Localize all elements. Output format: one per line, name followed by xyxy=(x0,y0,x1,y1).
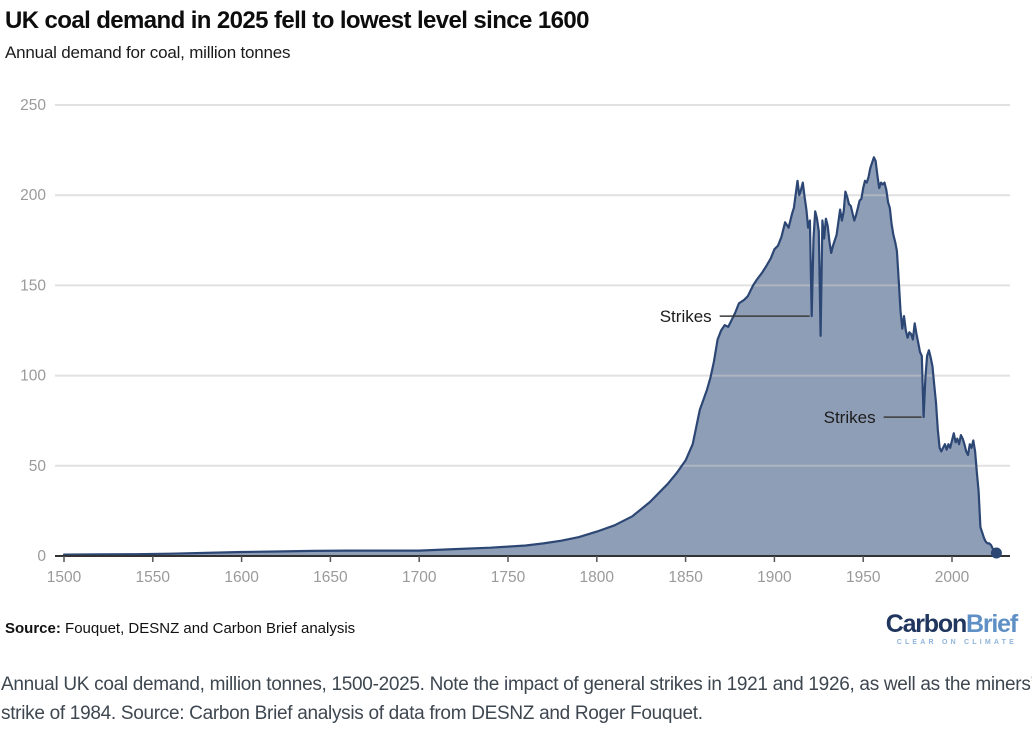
chart-title: UK coal demand in 2025 fell to lowest le… xyxy=(5,7,589,34)
annotation-label: Strikes xyxy=(660,307,712,326)
x-tick-label: 1700 xyxy=(402,569,437,586)
y-tick-label: 50 xyxy=(29,458,47,475)
caption-line-1: Annual UK coal demand, million tonnes, 1… xyxy=(1,674,1032,695)
x-tick-label: 1950 xyxy=(846,569,881,586)
x-tick-label: 1850 xyxy=(668,569,703,586)
y-tick-label: 0 xyxy=(37,548,46,565)
x-tick-label: 1600 xyxy=(224,569,259,586)
logo-tagline: CLEAR ON CLIMATE xyxy=(896,638,1017,646)
caption-line-2: strike of 1984. Source: Carbon Brief ana… xyxy=(1,703,703,724)
y-tick-label: 150 xyxy=(20,277,46,294)
logo-word-brief: Brief xyxy=(966,609,1018,638)
chart-footer: Source: Fouquet, DESNZ and Carbon Brief … xyxy=(0,605,1032,657)
logo-word-carbon: Carbon xyxy=(885,609,968,638)
source-text: Fouquet, DESNZ and Carbon Brief analysis xyxy=(65,619,356,637)
x-tick-label: 1650 xyxy=(313,569,348,586)
x-tick-label: 1750 xyxy=(491,569,526,586)
annotation-label: Strikes xyxy=(824,408,876,427)
x-tick-label: 2000 xyxy=(935,569,970,586)
carbonbrief-wordmark: CarbonBrief xyxy=(885,609,1018,638)
x-tick-label: 1900 xyxy=(757,569,792,586)
y-tick-label: 250 xyxy=(20,97,46,114)
y-tick-label: 100 xyxy=(20,368,46,385)
figure-caption: Annual UK coal demand, million tonnes, 1… xyxy=(0,657,1032,728)
series-line xyxy=(62,156,998,556)
source-line: Source: Fouquet, DESNZ and Carbon Brief … xyxy=(5,620,355,637)
chart-header: UK coal demand in 2025 fell to lowest le… xyxy=(0,0,1032,85)
area-fill xyxy=(64,157,997,557)
source-label: Source: xyxy=(5,619,61,637)
y-tick-label: 200 xyxy=(20,187,46,204)
coal-demand-area-chart: 1500 1550 1600 1650 1700 1750 1800 1850 1900 1950… xyxy=(20,97,1010,586)
x-tick-label: 1550 xyxy=(136,569,171,586)
end-point-marker xyxy=(990,547,1002,559)
x-tick-label: 1500 xyxy=(47,569,82,586)
carbonbrief-logo[interactable]: CarbonBrief CLEAR ON CLIMATE xyxy=(885,609,1018,646)
chart-subtitle: Annual demand for coal, million tonnes xyxy=(5,43,291,62)
x-tick-label: 1800 xyxy=(580,569,615,586)
